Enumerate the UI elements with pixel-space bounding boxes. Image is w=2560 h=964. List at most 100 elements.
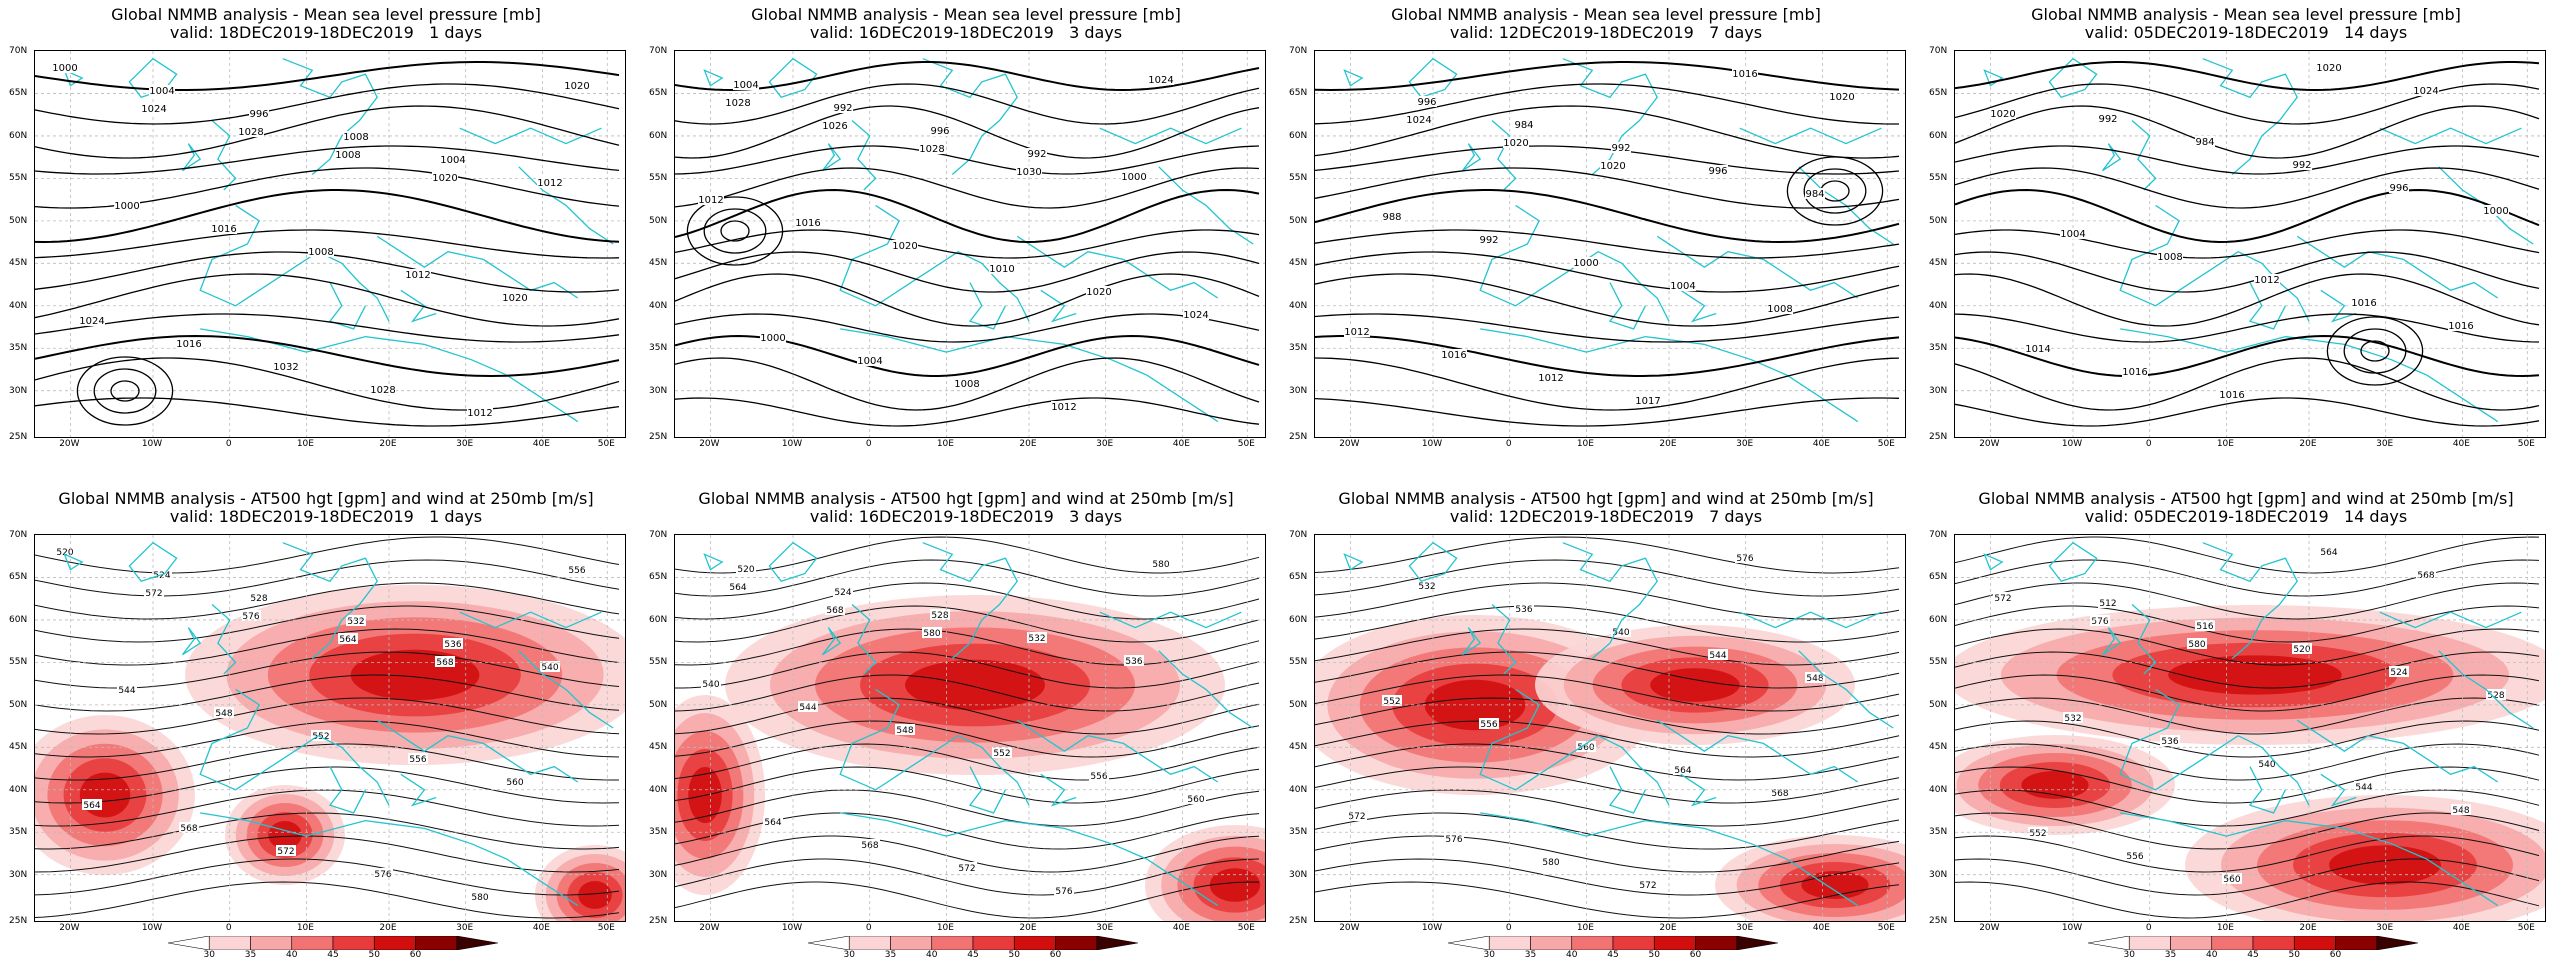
lat-tick-label: 70N: [1289, 46, 1308, 56]
lon-tick-label: 10W: [141, 923, 163, 933]
panel-valid-period: valid: 18DEC2019-18DEC2019 1 days: [169, 507, 483, 526]
lat-tick-label: 30N: [1289, 869, 1308, 880]
upper-air-panel-3: Global NMMB analysis - AT500 hgt [gpm] a…: [1286, 484, 1926, 964]
lon-tick-label: 20E: [1019, 439, 1037, 449]
contour-label: 532: [347, 617, 364, 627]
colorbar-label: 45: [967, 950, 979, 960]
lat-tick-label: 70N: [1929, 46, 1948, 56]
lat-tick-label: 60N: [1929, 130, 1948, 141]
map-plot: 1000 1004 996 1008 1004 1012 1000 1016 1008 1012 1…: [34, 50, 626, 438]
contour-label: 556: [1480, 720, 1497, 730]
contour-label: 984: [1805, 189, 1824, 200]
contour-label: 1004: [733, 80, 758, 91]
contour-label: 564: [764, 818, 781, 828]
contour-label: 1028: [919, 144, 944, 155]
colorbar-label: 30: [203, 950, 215, 960]
lat-tick-label: 65N: [1929, 88, 1948, 99]
contour-label: 544: [1709, 651, 1726, 661]
lon-tick-label: 10W: [781, 439, 803, 449]
colorbar-label: 30: [2123, 950, 2135, 960]
contour-label: 1017: [1635, 396, 1660, 407]
contour-label: 1004: [2060, 229, 2085, 240]
lon-tick-label: 10W: [1421, 439, 1443, 449]
panel-valid-period: valid: 18DEC2019-18DEC2019 1 days: [169, 23, 483, 42]
lon-tick-label: 20E: [1019, 923, 1037, 933]
lon-tick-label: 10E: [296, 439, 314, 449]
colorbar-label: 45: [2247, 950, 2259, 960]
colorbar-label: 60: [2329, 950, 2342, 960]
lon-tick-label: 50E: [597, 923, 615, 933]
contour-label: 568: [826, 606, 843, 616]
lon-tick-label: 30E: [1736, 439, 1754, 449]
panel-title: Global NMMB analysis - Mean sea level pr…: [2031, 5, 2461, 24]
contour-label: 1020: [892, 241, 917, 252]
colorbar-label: 40: [2206, 950, 2218, 960]
lat-tick-label: 50N: [649, 215, 668, 226]
map-plot: 512 516 520 524 528 532 536 540 544 548 552 556 560 5…: [1954, 534, 2546, 922]
colorbar-label: 35: [2164, 950, 2177, 960]
upper-air-panel-4: Global NMMB analysis - AT500 hgt [gpm] a…: [1926, 484, 2560, 964]
lon-tick-label: 20E: [1659, 439, 1677, 449]
lat-tick-label: 25N: [1929, 916, 1948, 926]
lat-tick-label: 30N: [9, 385, 28, 396]
contour-label: 568: [180, 824, 197, 834]
contour-label: 1012: [1538, 373, 1563, 384]
lon-tick-label: 40E: [532, 923, 550, 933]
lat-tick-label: 25N: [649, 432, 668, 442]
lat-tick-label: 30N: [1929, 869, 1948, 880]
contour-label: 544: [118, 686, 135, 696]
contour-label: 548: [896, 726, 913, 736]
lat-tick-label: 55N: [9, 657, 28, 668]
lon-tick-label: 10E: [1576, 923, 1594, 933]
lat-tick-label: 40N: [1289, 784, 1308, 795]
panel-valid-period: valid: 05DEC2019-18DEC2019 14 days: [2084, 23, 2408, 42]
contour-label: 1000: [760, 333, 785, 344]
contour-label: 1020: [1829, 92, 1854, 103]
contour-label: 1012: [467, 408, 492, 419]
contour-label: 512: [2099, 599, 2116, 609]
lat-tick-label: 50N: [9, 699, 28, 710]
lat-tick-label: 50N: [1289, 215, 1308, 226]
lat-tick-label: 30N: [1929, 385, 1948, 396]
contour-label: 524: [2390, 668, 2407, 678]
contour-label: 1008: [2157, 252, 2182, 263]
lat-tick-label: 45N: [1289, 258, 1308, 269]
colorbar-label: 35: [884, 950, 897, 960]
contour-label: 580: [2188, 640, 2205, 650]
contour-label: 1008: [343, 132, 368, 143]
contour-label: 1024: [2413, 86, 2438, 97]
panel-title: Global NMMB analysis - AT500 hgt [gpm] a…: [58, 489, 594, 508]
lat-tick-label: 65N: [1289, 572, 1308, 583]
lon-tick-label: 30E: [1096, 923, 1114, 933]
lat-tick-label: 35N: [1289, 827, 1308, 838]
lon-tick-label: 30E: [456, 923, 474, 933]
contour-label: 1032: [273, 362, 298, 373]
contour-label: 984: [1514, 120, 1533, 131]
lon-tick-label: 10W: [1421, 923, 1443, 933]
wind-colorbar: [2088, 936, 2418, 950]
lat-tick-label: 50N: [1929, 699, 1948, 710]
panel-title: Global NMMB analysis - AT500 hgt [gpm] a…: [1978, 489, 2514, 508]
lat-tick-label: 35N: [1929, 343, 1948, 354]
coastlines: [63, 541, 614, 907]
contour-label: 1000: [114, 201, 139, 212]
contour-label: 996: [1417, 97, 1436, 108]
contour-label: 1024: [1183, 310, 1208, 321]
contour-label: 1024: [79, 316, 104, 327]
lon-tick-label: 20W: [699, 923, 720, 933]
contour-label: 1008: [1767, 304, 1792, 315]
contour-label: 580: [923, 629, 940, 639]
contour-label: 552: [993, 749, 1010, 759]
lat-tick-label: 50N: [9, 215, 28, 226]
contour-label: 520: [56, 548, 73, 558]
colorbar-label: 30: [1483, 950, 1495, 960]
contour-label: 540: [2258, 760, 2275, 770]
lat-tick-label: 55N: [1289, 657, 1308, 668]
lat-tick-label: 70N: [9, 46, 28, 56]
contour-label: 556: [568, 566, 585, 576]
contour-label: 1004: [1670, 281, 1695, 292]
contour-label: 576: [1736, 554, 1753, 564]
lat-tick-label: 70N: [1929, 530, 1948, 540]
contour-label: 532: [1418, 582, 1435, 592]
lon-tick-label: 40E: [2452, 923, 2470, 933]
